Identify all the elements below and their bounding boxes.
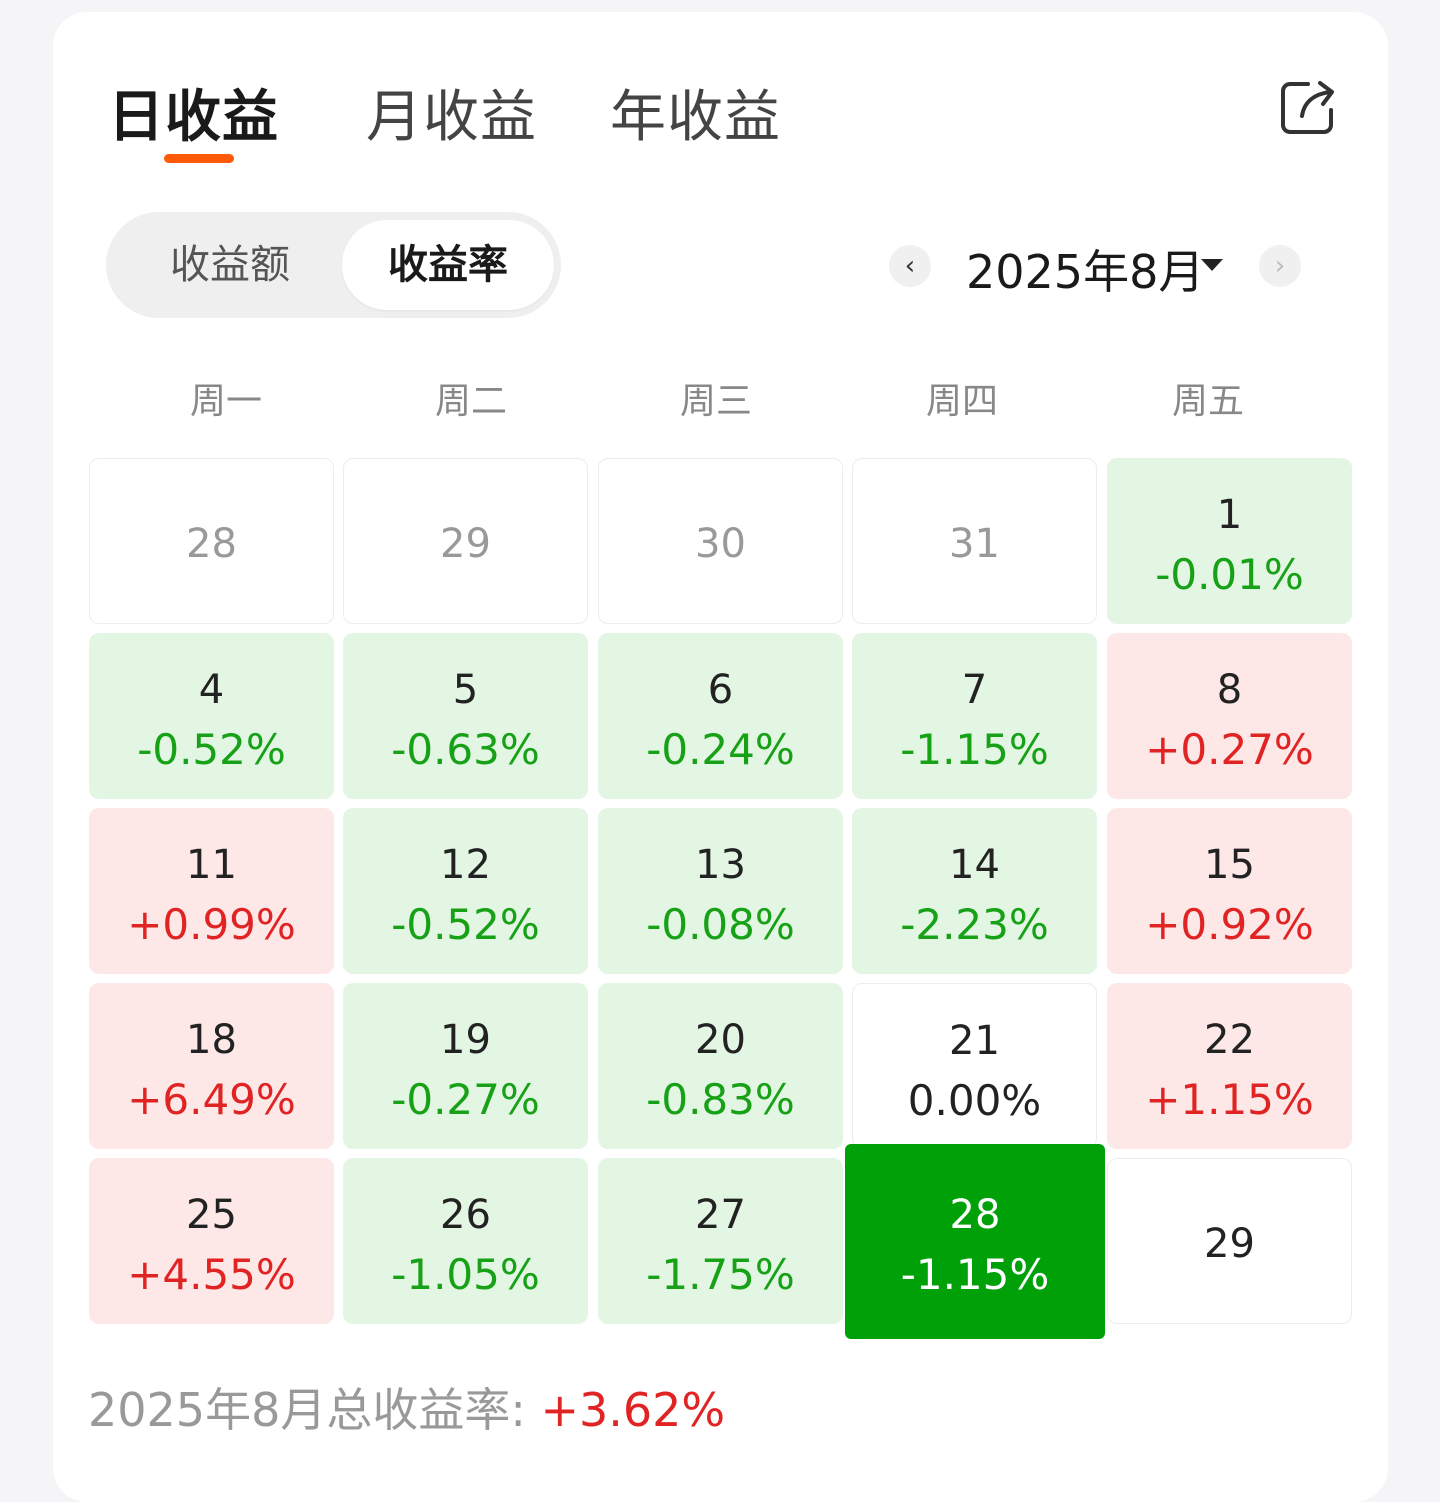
calendar-day-cell[interactable]: 22 +1.15%: [1107, 983, 1352, 1149]
daily-return-rate: -0.24%: [646, 725, 795, 774]
day-number: 28: [186, 521, 237, 567]
daily-return-rate: 0.00%: [907, 1076, 1042, 1125]
amount-rate-toggle: 收益额 收益率: [106, 212, 561, 318]
calendar-day-cell[interactable]: 29: [343, 458, 588, 624]
month-selector[interactable]: 2025年8月: [966, 245, 1205, 299]
day-number: 5: [452, 667, 479, 713]
toggle-amount[interactable]: 收益额: [170, 242, 290, 288]
monthly-total-return: 2025年8月总收益率: +3.62%: [88, 1374, 725, 1440]
day-number: 14: [949, 842, 1000, 888]
daily-return-rate: +1.15%: [1145, 1075, 1314, 1124]
daily-return-rate: -2.23%: [900, 900, 1049, 949]
day-number: 27: [695, 1192, 746, 1238]
calendar-day-cell[interactable]: 19 -0.27%: [343, 983, 588, 1149]
weekday-mon: 周一: [189, 381, 262, 422]
weekday-wed: 周三: [679, 381, 752, 422]
calendar-day-cell[interactable]: 29: [1107, 1158, 1352, 1324]
day-number: 11: [186, 842, 237, 888]
active-tab-indicator: [164, 154, 234, 163]
day-number: 8: [1216, 667, 1243, 713]
day-number: 20: [695, 1017, 746, 1063]
daily-return-rate: -0.83%: [646, 1075, 795, 1124]
day-number: 18: [186, 1017, 237, 1063]
daily-return-rate: +0.27%: [1145, 725, 1314, 774]
day-number: 30: [695, 521, 746, 567]
day-number: 28: [949, 1192, 1001, 1238]
daily-return-rate: -1.05%: [391, 1250, 540, 1299]
summary-label: 2025年8月总收益率:: [88, 1383, 526, 1437]
day-number: 6: [707, 667, 734, 713]
calendar-day-cell[interactable]: 12 -0.52%: [343, 808, 588, 974]
day-number: 26: [440, 1192, 491, 1238]
calendar-day-cell[interactable]: 21 0.00%: [852, 983, 1097, 1149]
calendar-day-cell[interactable]: 11 +0.99%: [89, 808, 334, 974]
calendar-day-cell[interactable]: 7 -1.15%: [852, 633, 1097, 799]
weekday-tue: 周二: [434, 381, 507, 422]
day-number: 19: [440, 1017, 491, 1063]
calendar-day-cell[interactable]: 1 -0.01%: [1107, 458, 1352, 624]
calendar-day-cell[interactable]: 15 +0.92%: [1107, 808, 1352, 974]
daily-return-rate: +6.49%: [127, 1075, 296, 1124]
day-number: 13: [695, 842, 746, 888]
day-number: 25: [186, 1192, 237, 1238]
daily-return-rate: -1.15%: [900, 725, 1049, 774]
day-number: 22: [1204, 1017, 1255, 1063]
daily-return-rate: +0.99%: [127, 900, 296, 949]
day-number: 1: [1216, 492, 1243, 538]
daily-return-rate: -0.08%: [646, 900, 795, 949]
daily-return-rate: -0.01%: [1155, 550, 1304, 599]
daily-return-rate: -0.63%: [391, 725, 540, 774]
day-number: 31: [949, 521, 1000, 567]
weekday-fri: 周五: [1171, 381, 1244, 422]
calendar-day-cell[interactable]: 13 -0.08%: [598, 808, 843, 974]
tab-daily-returns[interactable]: 日收益: [108, 85, 279, 150]
daily-return-rate: -1.15%: [900, 1250, 1050, 1299]
calendar-day-cell[interactable]: 14 -2.23%: [852, 808, 1097, 974]
calendar-day-cell[interactable]: 20 -0.83%: [598, 983, 843, 1149]
next-month-button[interactable]: ›: [1259, 245, 1301, 287]
day-number: 29: [440, 521, 491, 567]
daily-return-rate: -0.52%: [391, 900, 540, 949]
day-number: 7: [961, 667, 988, 713]
daily-return-rate: -0.52%: [137, 725, 286, 774]
toggle-rate[interactable]: 收益率: [342, 220, 554, 310]
summary-value: +3.62%: [540, 1383, 726, 1437]
calendar-day-cell[interactable]: 31: [852, 458, 1097, 624]
calendar-day-cell[interactable]: 30: [598, 458, 843, 624]
prev-month-button[interactable]: ‹: [889, 245, 931, 287]
day-number: 12: [440, 842, 491, 888]
calendar-day-cell[interactable]: 4 -0.52%: [89, 633, 334, 799]
daily-return-rate: -0.27%: [391, 1075, 540, 1124]
calendar-day-cell[interactable]: 27 -1.75%: [598, 1158, 843, 1324]
calendar-day-cell[interactable]: 6 -0.24%: [598, 633, 843, 799]
tab-monthly-returns[interactable]: 月收益: [366, 85, 537, 150]
calendar-day-cell[interactable]: 26 -1.05%: [343, 1158, 588, 1324]
daily-return-rate: +0.92%: [1145, 900, 1314, 949]
daily-return-rate: -1.75%: [646, 1250, 795, 1299]
calendar-day-cell[interactable]: 5 -0.63%: [343, 633, 588, 799]
daily-return-rate: +4.55%: [127, 1250, 296, 1299]
calendar-day-cell[interactable]: 8 +0.27%: [1107, 633, 1352, 799]
chevron-down-icon[interactable]: [1201, 259, 1223, 271]
day-number: 29: [1204, 1221, 1255, 1267]
calendar-day-cell-selected[interactable]: 28 -1.15%: [845, 1144, 1105, 1339]
day-number: 15: [1204, 842, 1255, 888]
day-number: 21: [949, 1018, 1000, 1064]
tab-yearly-returns[interactable]: 年收益: [610, 85, 781, 150]
weekday-thu: 周四: [925, 381, 998, 422]
share-icon[interactable]: [1278, 78, 1338, 138]
calendar-day-cell[interactable]: 28: [89, 458, 334, 624]
day-number: 4: [198, 667, 225, 713]
calendar-day-cell[interactable]: 18 +6.49%: [89, 983, 334, 1149]
calendar-day-cell[interactable]: 25 +4.55%: [89, 1158, 334, 1324]
